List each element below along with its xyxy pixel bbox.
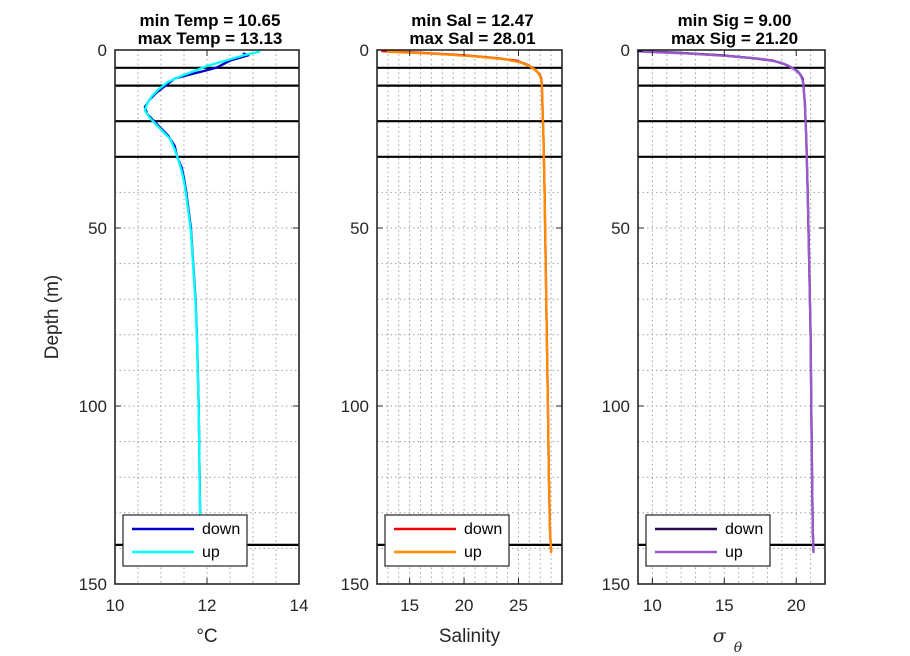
panel-title-min: min Temp = 10.65	[140, 11, 281, 30]
series-line-up	[143, 50, 261, 518]
plot-area	[377, 50, 562, 584]
x-axis-label: Salinity	[439, 626, 501, 647]
legend-label-up: up	[202, 544, 220, 561]
legend-label-down: down	[725, 521, 763, 538]
y-tick-label: 0	[360, 41, 369, 60]
y-ticks: 0 50 100 150	[341, 41, 562, 594]
y-ticks: 0 50 100 150	[79, 41, 299, 594]
y-tick-label: 150	[602, 575, 630, 594]
x-tick-label: 10	[106, 596, 125, 615]
legend-label-up: up	[725, 544, 743, 561]
x-axis-label-sigma: σ	[713, 625, 727, 647]
x-grid	[137, 50, 277, 584]
legend-label-down: down	[202, 521, 240, 538]
y-tick-label: 150	[79, 575, 107, 594]
y-tick-label: 100	[79, 397, 107, 416]
axes-box	[376, 49, 563, 585]
x-ticks: 10 15 20	[643, 50, 806, 615]
legend-label-up: up	[464, 544, 482, 561]
legend: down up	[122, 514, 248, 567]
panel-title-max: max Sal = 28.01	[409, 29, 535, 48]
legend: down up	[384, 514, 510, 567]
series-group	[380, 49, 553, 554]
x-tick-label: 15	[400, 596, 419, 615]
x-tick-label: 12	[198, 596, 217, 615]
legend-box	[645, 514, 771, 567]
y-tick-label: 150	[341, 575, 369, 594]
legend: down up	[645, 514, 771, 567]
y-tick-label: 50	[350, 219, 369, 238]
panel-title-min: min Sal = 12.47	[411, 11, 533, 30]
x-ticks: 15 20 25	[400, 50, 528, 615]
x-tick-label: 20	[787, 596, 806, 615]
y-tick-label: 100	[341, 397, 369, 416]
panel-title-max: max Temp = 13.13	[138, 29, 283, 48]
series-line-up	[642, 50, 815, 554]
legend-box	[384, 514, 510, 567]
series-group	[143, 50, 261, 518]
x-axis-label-theta: θ	[734, 640, 743, 656]
y-tick-label: 50	[611, 219, 630, 238]
x-grid	[651, 50, 812, 584]
panel-title-min: min Sig = 9.00	[678, 11, 792, 30]
plot-area	[638, 50, 825, 584]
x-tick-label: 15	[715, 596, 734, 615]
panel-title-max: max Sig = 21.20	[671, 29, 798, 48]
series-group	[636, 49, 815, 554]
reference-depth-lines	[115, 66, 299, 546]
x-tick-label: 20	[455, 596, 474, 615]
y-tick-label: 0	[621, 41, 630, 60]
x-axis-label: °C	[196, 626, 217, 647]
axes-box	[637, 49, 826, 585]
x-tick-label: 25	[509, 596, 528, 615]
y-tick-label: 50	[88, 219, 107, 238]
series-line-up	[386, 50, 553, 554]
y-tick-label: 100	[602, 397, 630, 416]
x-axis-label: σθ	[713, 625, 743, 656]
x-tick-label: 14	[290, 596, 309, 615]
legend-label-down: down	[464, 521, 502, 538]
x-ticks: 10 12 14	[106, 50, 309, 615]
y-axis-label: Depth (m)	[42, 275, 63, 359]
x-grid	[387, 50, 552, 584]
y-ticks: 0 50 100 150	[602, 41, 825, 594]
y-tick-label: 0	[98, 41, 107, 60]
legend-box	[122, 514, 248, 567]
x-tick-label: 10	[643, 596, 662, 615]
